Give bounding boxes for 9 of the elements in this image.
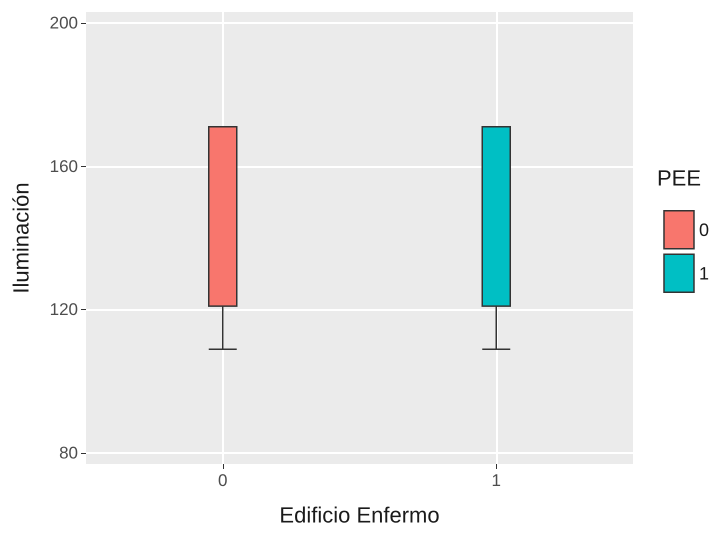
- y-tick-label: 120: [50, 300, 78, 320]
- y-tick-label: 160: [50, 156, 78, 176]
- y-axis-title: Iluminación: [8, 182, 34, 294]
- legend-label: 1: [698, 263, 710, 284]
- y-tick-label: 80: [59, 444, 78, 463]
- legend-label: 0: [698, 220, 710, 240]
- legend-title: PEE: [656, 166, 702, 190]
- y-tick-label: 200: [50, 13, 78, 32]
- x-axis-title: Edificio Enfermo: [279, 502, 440, 528]
